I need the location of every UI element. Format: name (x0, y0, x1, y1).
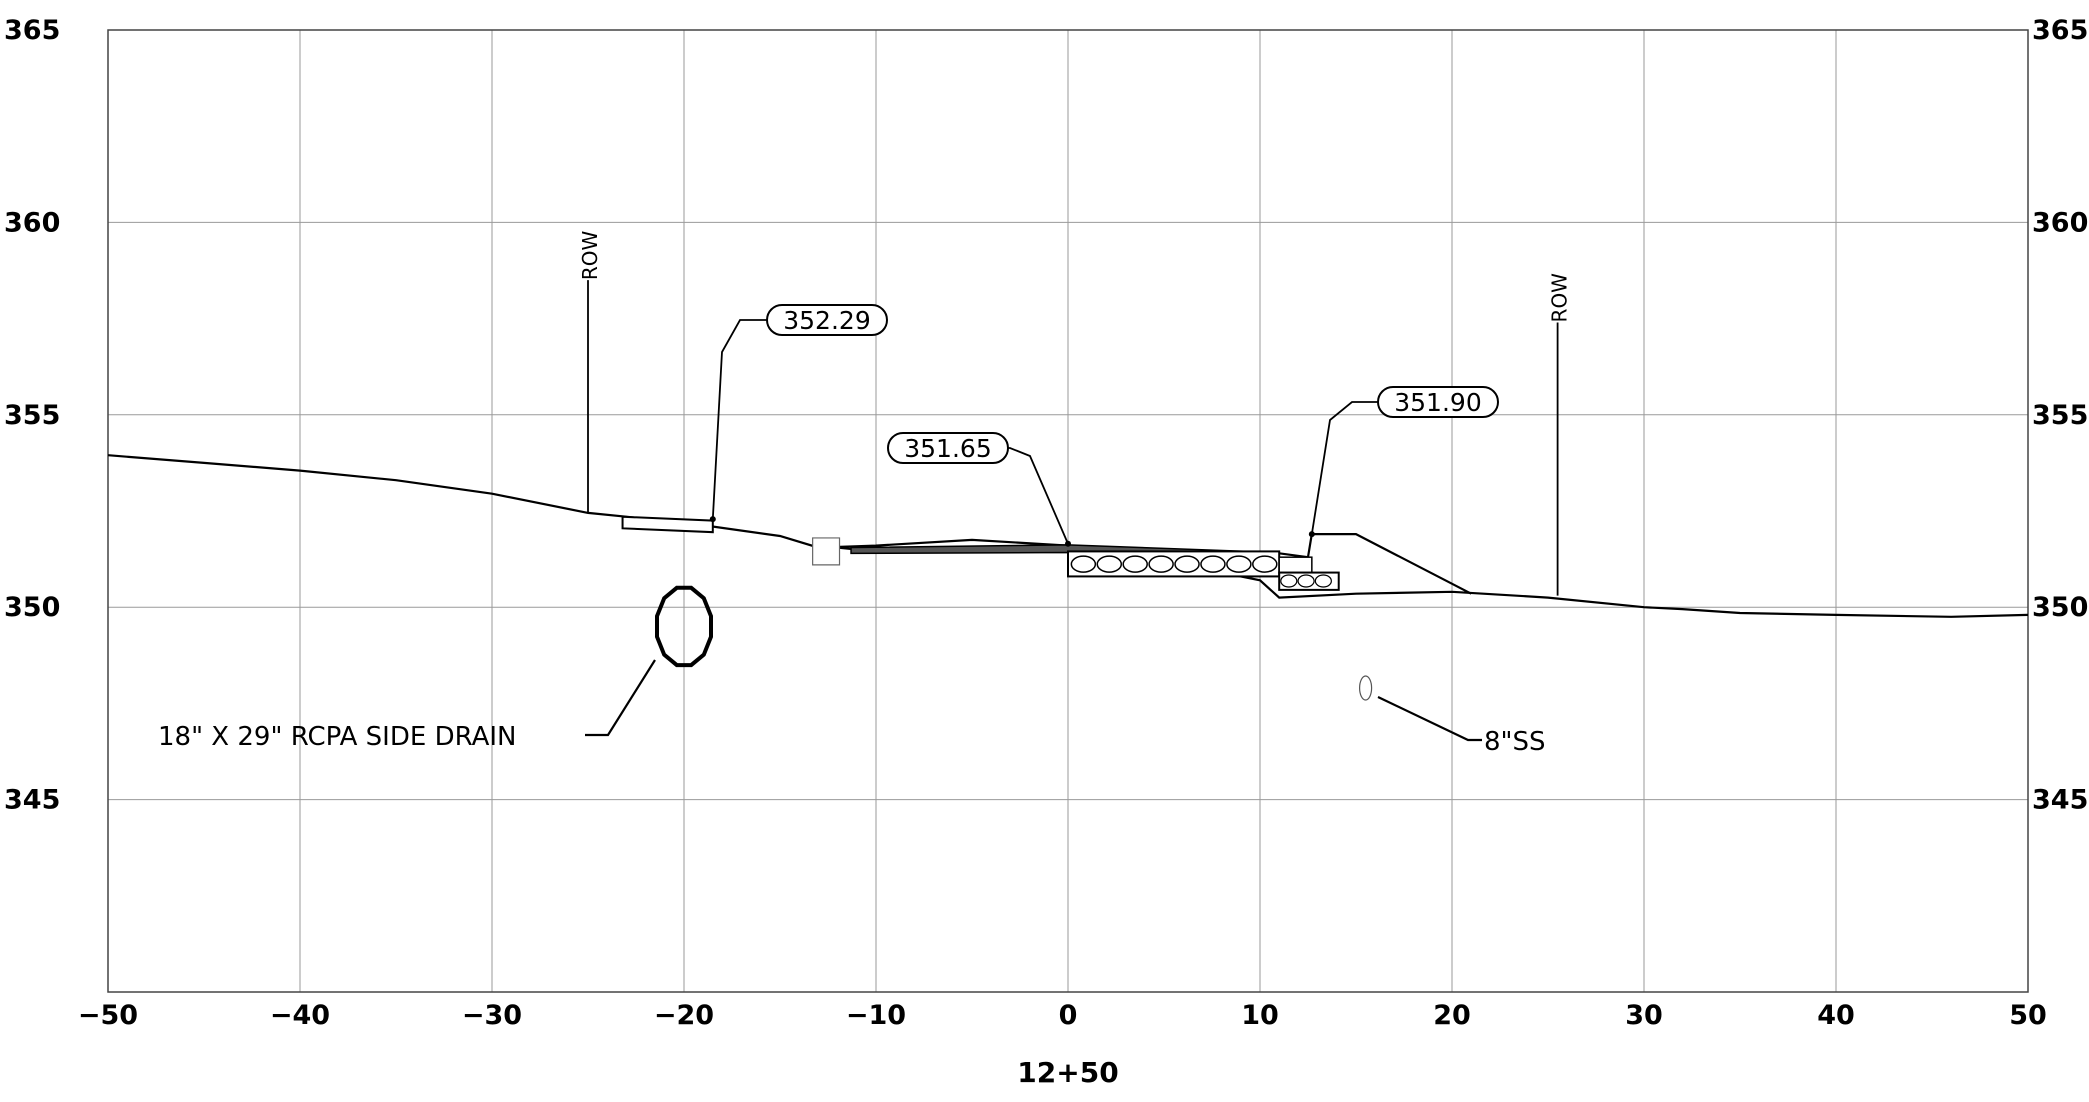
y-tick-label-right: 350 (2032, 592, 2088, 623)
riprap-stone (1070, 555, 1097, 573)
footing-stone (1297, 574, 1315, 588)
sidewalk-slab (621, 515, 714, 534)
grid (107, 29, 2029, 992)
callout-leader (711, 319, 767, 520)
x-tick-label: −10 (846, 1000, 906, 1031)
section-features (621, 515, 1340, 591)
callout-label: 352.29 (783, 306, 870, 335)
y-axis-left: 345 350 355 360 365 (4, 15, 60, 816)
y-tick-label-right: 345 (2032, 785, 2088, 816)
y-tick-label-left: 360 (4, 207, 60, 238)
ss-leader-line (1377, 696, 1482, 742)
drain-leader-line (585, 659, 656, 737)
y-tick-label-right: 355 (2032, 400, 2088, 431)
callout-label: 351.90 (1394, 388, 1481, 417)
y-tick-label-left: 365 (4, 15, 60, 46)
callout-label: 351.65 (904, 434, 991, 463)
x-tick-label: 20 (1433, 1000, 1471, 1031)
station-label: 12+50 (1017, 1056, 1118, 1089)
riprap-stone (1148, 555, 1174, 573)
row-marker-label: ROW (578, 230, 602, 280)
curb-right (1278, 556, 1340, 591)
riprap-stone (1096, 555, 1123, 573)
y-axis-right: 345 350 355 360 365 (2032, 15, 2088, 816)
side-drain-pipe: 18" X 29" RCPA SIDE DRAIN (158, 585, 713, 752)
elevation-callouts: 352.29 351.65 351.90 (709, 304, 1499, 547)
x-tick-label: −50 (78, 1000, 138, 1031)
x-tick-label: −20 (654, 1000, 714, 1031)
x-tick-label: 50 (2009, 1000, 2047, 1031)
drain-label: 18" X 29" RCPA SIDE DRAIN (158, 722, 517, 752)
plot-frame (107, 29, 2029, 993)
riprap-stone (1174, 555, 1200, 573)
rcpa-drain-shape (655, 585, 713, 668)
x-axis: −50 −40 −30 −20 −10 0 10 20 30 40 50 (78, 1000, 2047, 1031)
x-tick-label: 10 (1241, 1000, 1279, 1031)
x-tick-label: 30 (1625, 1000, 1663, 1031)
riprap-stone (1252, 555, 1278, 573)
y-tick-label-right: 360 (2032, 207, 2088, 238)
curb-left (812, 537, 841, 566)
row-markers: ROW ROW (578, 230, 1572, 596)
riprap-stone (1200, 555, 1226, 573)
row-marker-label: ROW (1548, 273, 1572, 323)
x-tick-label: 40 (1817, 1000, 1855, 1031)
x-tick-label: −40 (270, 1000, 330, 1031)
riprap-base (1067, 550, 1281, 578)
footing-stone (1314, 574, 1332, 588)
footing-stone (1280, 574, 1298, 588)
x-tick-label: 0 (1059, 1000, 1078, 1031)
y-tick-label-left: 355 (4, 400, 60, 431)
callout-point (1308, 531, 1315, 538)
callout-point (1065, 540, 1071, 547)
riprap-stone (1226, 555, 1252, 573)
callout-leader (1008, 447, 1069, 545)
x-tick-label: −30 (462, 1000, 522, 1031)
sanitary-sewer: 8"SS (1358, 675, 1546, 757)
callout-leader (1310, 401, 1378, 535)
riprap-stone (1122, 555, 1148, 573)
y-tick-label-left: 345 (4, 785, 60, 816)
ss-label: 8"SS (1484, 727, 1546, 757)
curb-body (1278, 556, 1313, 574)
y-tick-label-right: 365 (2032, 15, 2088, 46)
y-tick-label-left: 350 (4, 592, 60, 623)
callout-point (709, 516, 716, 523)
sanitary-sewer-pipe (1358, 675, 1373, 701)
